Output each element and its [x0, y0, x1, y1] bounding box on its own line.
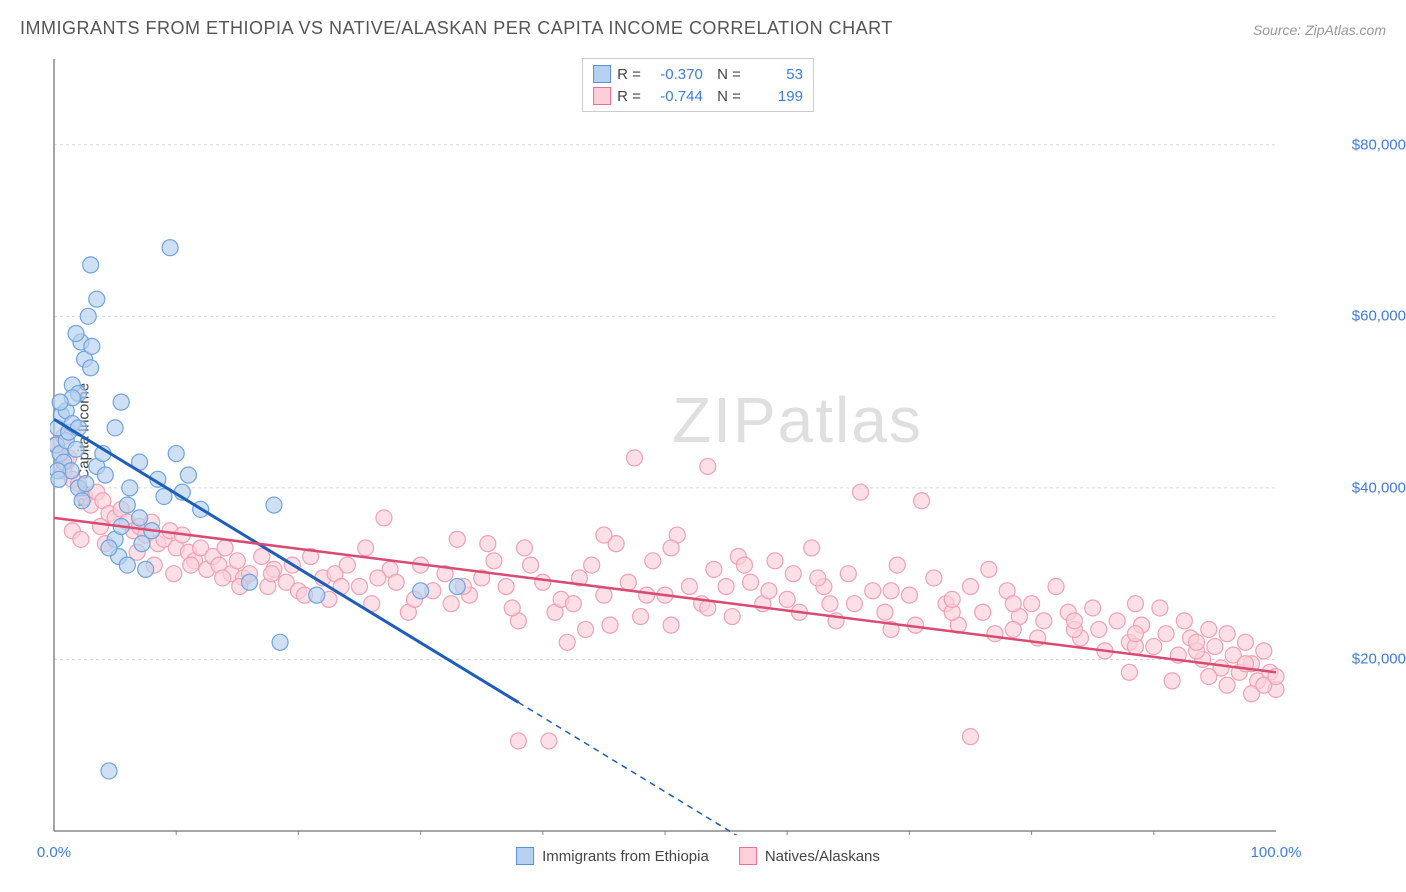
stats-r-value-2: -0.744 [647, 88, 703, 105]
y-tick-label: $20,000 [1352, 651, 1406, 668]
x-tick-label: 0.0% [37, 844, 71, 861]
y-tick-label: $80,000 [1352, 136, 1406, 153]
legend-label-2: Natives/Alaskans [765, 848, 880, 865]
y-tick-label: $60,000 [1352, 308, 1406, 325]
watermark: ZIPatlas [672, 383, 923, 457]
stats-r-label: R = [617, 88, 641, 105]
legend-label-1: Immigrants from Ethiopia [542, 848, 709, 865]
stats-n-value-2: 199 [747, 88, 803, 105]
stats-r-value-1: -0.370 [647, 66, 703, 83]
source-text: Source: ZipAtlas.com [1253, 22, 1386, 38]
stats-row-series2: R = -0.744 N = 199 [593, 85, 803, 107]
swatch-series1 [593, 65, 611, 83]
stats-r-label: R = [617, 66, 641, 83]
stats-n-label: N = [709, 66, 741, 83]
stats-n-label: N = [709, 88, 741, 105]
bottom-legend: Immigrants from Ethiopia Natives/Alaskan… [516, 847, 880, 865]
stats-row-series1: R = -0.370 N = 53 [593, 63, 803, 85]
legend-item-2: Natives/Alaskans [739, 847, 880, 865]
stats-legend: R = -0.370 N = 53 R = -0.744 N = 199 [582, 58, 814, 112]
legend-swatch-2 [739, 847, 757, 865]
swatch-series2 [593, 87, 611, 105]
chart-container: Per Capita Income ZIPatlas R = -0.370 N … [50, 55, 1346, 835]
legend-swatch-1 [516, 847, 534, 865]
stats-n-value-1: 53 [747, 66, 803, 83]
y-tick-label: $40,000 [1352, 479, 1406, 496]
page-title: IMMIGRANTS FROM ETHIOPIA VS NATIVE/ALASK… [20, 18, 893, 39]
x-tick-label: 100.0% [1251, 844, 1302, 861]
legend-item-1: Immigrants from Ethiopia [516, 847, 709, 865]
